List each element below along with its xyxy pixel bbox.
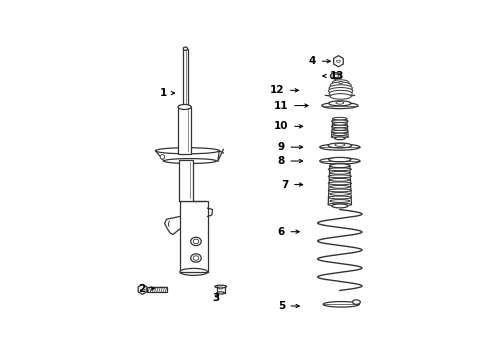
Bar xyxy=(217,286,224,293)
Text: 12: 12 xyxy=(270,85,284,95)
Ellipse shape xyxy=(330,179,350,181)
Ellipse shape xyxy=(335,144,345,146)
Ellipse shape xyxy=(336,102,343,104)
Ellipse shape xyxy=(328,175,351,178)
Ellipse shape xyxy=(328,189,351,192)
Text: 4: 4 xyxy=(309,56,316,66)
Polygon shape xyxy=(138,284,147,294)
Ellipse shape xyxy=(328,168,351,171)
Ellipse shape xyxy=(330,185,350,188)
Ellipse shape xyxy=(330,199,350,202)
Ellipse shape xyxy=(330,82,351,89)
Ellipse shape xyxy=(193,256,199,260)
Ellipse shape xyxy=(215,285,226,288)
Ellipse shape xyxy=(333,128,347,130)
Text: 5: 5 xyxy=(278,301,285,311)
Ellipse shape xyxy=(330,73,341,79)
Ellipse shape xyxy=(333,133,347,135)
Ellipse shape xyxy=(329,90,352,97)
Bar xyxy=(180,201,208,272)
Ellipse shape xyxy=(191,237,201,246)
Ellipse shape xyxy=(320,158,360,164)
Ellipse shape xyxy=(330,164,350,168)
Text: 13: 13 xyxy=(330,71,344,81)
Ellipse shape xyxy=(332,136,348,138)
Ellipse shape xyxy=(333,117,347,120)
Ellipse shape xyxy=(323,302,359,307)
Ellipse shape xyxy=(333,122,347,125)
Ellipse shape xyxy=(329,157,351,162)
Bar xyxy=(147,287,168,292)
Ellipse shape xyxy=(328,143,352,148)
Text: 9: 9 xyxy=(278,142,285,152)
Ellipse shape xyxy=(164,158,217,163)
Ellipse shape xyxy=(332,125,348,128)
Ellipse shape xyxy=(335,137,345,140)
Text: 3: 3 xyxy=(212,293,219,303)
Text: 7: 7 xyxy=(281,180,289,190)
Ellipse shape xyxy=(332,120,348,122)
Text: 8: 8 xyxy=(278,156,285,166)
Bar xyxy=(183,49,188,107)
Ellipse shape xyxy=(353,300,360,304)
Bar xyxy=(179,159,193,201)
Ellipse shape xyxy=(180,269,208,275)
Ellipse shape xyxy=(329,101,351,106)
Ellipse shape xyxy=(328,203,351,206)
Ellipse shape xyxy=(330,94,351,99)
Ellipse shape xyxy=(178,104,191,109)
Text: 2: 2 xyxy=(139,284,146,293)
Ellipse shape xyxy=(330,193,350,195)
Text: 1: 1 xyxy=(159,88,167,98)
Ellipse shape xyxy=(328,196,351,199)
Ellipse shape xyxy=(219,287,222,289)
Text: 6: 6 xyxy=(278,227,285,237)
Ellipse shape xyxy=(329,85,352,91)
Ellipse shape xyxy=(328,87,353,94)
Ellipse shape xyxy=(328,182,351,185)
Ellipse shape xyxy=(333,74,339,77)
Ellipse shape xyxy=(332,204,348,208)
Ellipse shape xyxy=(191,254,201,262)
Ellipse shape xyxy=(183,47,188,50)
Text: 11: 11 xyxy=(274,100,289,111)
Ellipse shape xyxy=(155,148,219,154)
Text: 10: 10 xyxy=(274,121,289,131)
Ellipse shape xyxy=(330,171,350,174)
Ellipse shape xyxy=(332,80,349,85)
Bar xyxy=(178,107,191,154)
Circle shape xyxy=(160,155,165,159)
Ellipse shape xyxy=(322,103,358,109)
Ellipse shape xyxy=(332,130,348,133)
Ellipse shape xyxy=(320,144,360,150)
Ellipse shape xyxy=(337,60,341,62)
Ellipse shape xyxy=(193,239,199,244)
Ellipse shape xyxy=(339,81,343,84)
Polygon shape xyxy=(334,56,343,67)
Ellipse shape xyxy=(330,164,350,167)
Ellipse shape xyxy=(217,292,224,294)
